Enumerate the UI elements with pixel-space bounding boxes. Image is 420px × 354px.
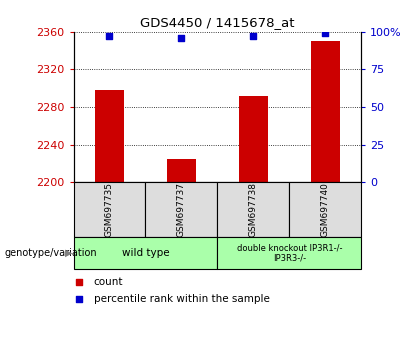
Bar — [167, 159, 196, 182]
Point — [178, 35, 185, 41]
Text: GSM697738: GSM697738 — [249, 182, 258, 237]
Bar — [289, 182, 361, 237]
Point — [250, 34, 257, 39]
Bar — [311, 41, 340, 182]
Bar — [95, 90, 124, 182]
Bar — [74, 182, 145, 237]
Text: GSM697735: GSM697735 — [105, 182, 114, 237]
Text: GSM697740: GSM697740 — [321, 182, 330, 237]
Text: double knockout IP3R1-/-
IP3R3-/-: double knockout IP3R1-/- IP3R3-/- — [236, 244, 342, 263]
Text: percentile rank within the sample: percentile rank within the sample — [94, 294, 270, 304]
Point — [106, 34, 113, 39]
Text: wild type: wild type — [122, 248, 169, 258]
Text: ▶: ▶ — [65, 248, 73, 258]
Bar — [74, 237, 218, 269]
Bar — [218, 237, 361, 269]
Text: GSM697737: GSM697737 — [177, 182, 186, 237]
Text: genotype/variation: genotype/variation — [4, 248, 97, 258]
Bar — [218, 182, 289, 237]
Bar — [145, 182, 218, 237]
Point — [322, 30, 328, 36]
Title: GDS4450 / 1415678_at: GDS4450 / 1415678_at — [140, 16, 294, 29]
Point — [76, 279, 83, 285]
Text: count: count — [94, 277, 123, 287]
Bar — [239, 96, 268, 182]
Point — [76, 296, 83, 302]
